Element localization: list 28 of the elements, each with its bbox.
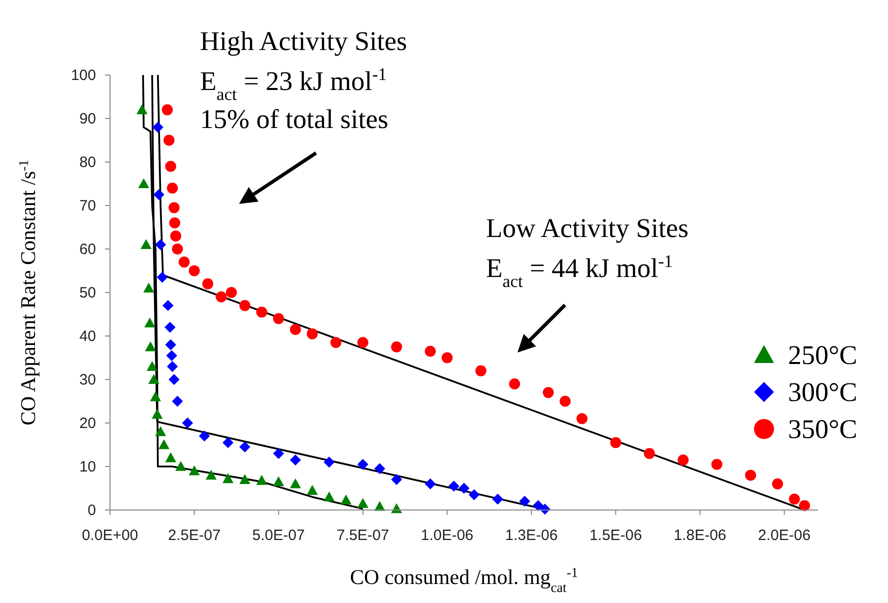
legend-label: 300°C [788, 377, 858, 407]
y-tick-label: 80 [79, 154, 96, 171]
y-tick-label: 90 [79, 110, 96, 128]
x-tick-label: 1.5E-06 [589, 527, 642, 544]
annotation: E$_{act}$ = 44 kJ mol$^{-1}$ [486, 251, 673, 291]
y-tick-label: 50 [79, 284, 96, 302]
x-tick-label: 5.0E-07 [252, 527, 305, 544]
annotation: Low Activity Sites [486, 213, 688, 243]
y-tick-label: 10 [79, 458, 96, 476]
y-tick-label: 20 [79, 415, 96, 432]
y-tick-label: 70 [79, 198, 96, 214]
x-tick-label: 2.0E-06 [758, 527, 811, 544]
x-tick-label: 1.3E-06 [505, 527, 558, 544]
x-tick-label: 1.0E-06 [420, 527, 474, 544]
legend-label: 250°C [788, 340, 858, 370]
x-tick-label: 7.5E-07 [336, 527, 390, 544]
annotation: E$_{act}$ = 23 kJ mol$^{-1}$ [200, 64, 387, 104]
y-tick-label: 0 [88, 502, 96, 519]
x-tick-label: 0.0E+00 [82, 527, 138, 544]
y-tick-label: 60 [79, 241, 96, 258]
x-tick-label: 1.8E-06 [674, 527, 726, 544]
legend-label: 350°C [788, 414, 858, 444]
text: High Activity Sites [200, 26, 408, 56]
y-tick-label: 100 [70, 67, 96, 84]
y-tick-label: 30 [79, 372, 96, 388]
annotation: 15% of total sites [200, 104, 388, 134]
x-tick-label: 2.5E-07 [168, 527, 221, 544]
y-tick-label: 40 [79, 328, 96, 345]
